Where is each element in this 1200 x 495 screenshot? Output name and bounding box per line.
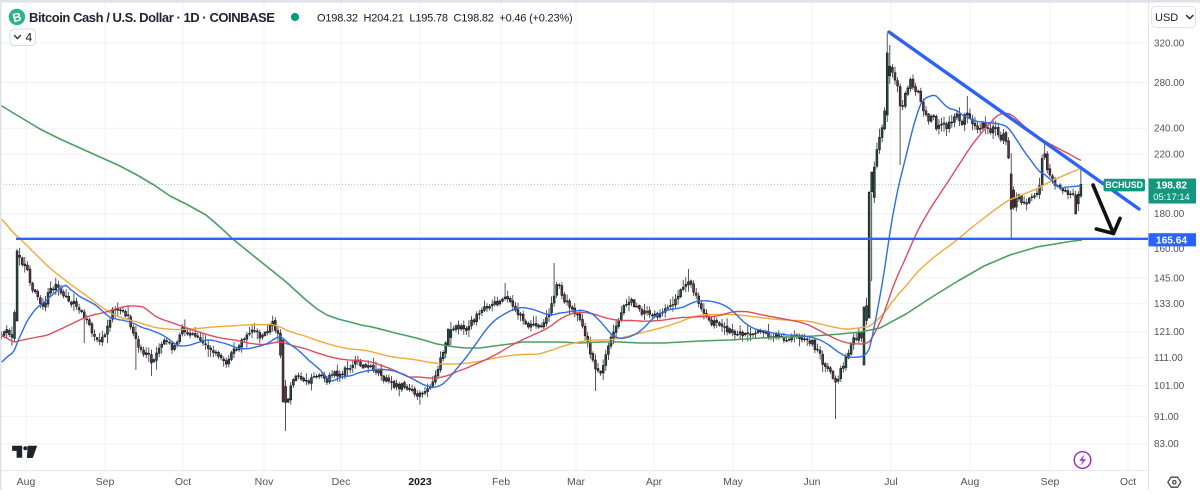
svg-text:Sep: Sep — [96, 476, 115, 488]
svg-text:Apr: Apr — [646, 476, 663, 488]
svg-text:Sep: Sep — [1041, 476, 1060, 488]
svg-text:Mar: Mar — [567, 476, 586, 488]
svg-text:Feb: Feb — [492, 476, 510, 488]
svg-text:4: 4 — [26, 31, 33, 45]
svg-text:145.00: 145.00 — [1154, 273, 1185, 284]
svg-text:83.00: 83.00 — [1154, 439, 1179, 450]
svg-text:Dec: Dec — [332, 476, 351, 488]
svg-text:Aug: Aug — [17, 476, 36, 488]
svg-text:280.00: 280.00 — [1154, 78, 1185, 89]
svg-text:BCHUSD: BCHUSD — [1105, 180, 1143, 190]
svg-text:133.00: 133.00 — [1154, 299, 1185, 310]
svg-text:240.00: 240.00 — [1154, 124, 1185, 135]
svg-text:320.00: 320.00 — [1154, 38, 1185, 49]
svg-text:Nov: Nov — [255, 476, 274, 488]
svg-text:May: May — [723, 476, 744, 488]
svg-text:165.64: 165.64 — [1156, 235, 1187, 246]
svg-text:101.00: 101.00 — [1154, 381, 1185, 392]
svg-text:05:17:14: 05:17:14 — [1153, 191, 1190, 202]
svg-text:O198.32 H204.21 L195.78 C19: O198.32 H204.21 L195.78 C198.82 +0.46 (+… — [317, 13, 572, 25]
svg-text:111.00: 111.00 — [1154, 353, 1183, 364]
svg-text:121.00: 121.00 — [1154, 327, 1185, 338]
svg-text:2023: 2023 — [408, 476, 432, 488]
svg-text:Oct: Oct — [1120, 476, 1136, 488]
svg-text:Aug: Aug — [961, 476, 980, 488]
svg-text:Bitcoin Cash / U.S. Dollar · 1: Bitcoin Cash / U.S. Dollar · 1D · COINBA… — [29, 10, 275, 25]
svg-text:Oct: Oct — [175, 476, 191, 488]
svg-text:180.00: 180.00 — [1154, 209, 1185, 220]
svg-text:Jul: Jul — [884, 476, 897, 488]
svg-text:91.00: 91.00 — [1154, 412, 1179, 423]
svg-text:220.00: 220.00 — [1154, 150, 1185, 161]
svg-text:Jun: Jun — [804, 476, 821, 488]
svg-text:USD: USD — [1155, 12, 1178, 24]
